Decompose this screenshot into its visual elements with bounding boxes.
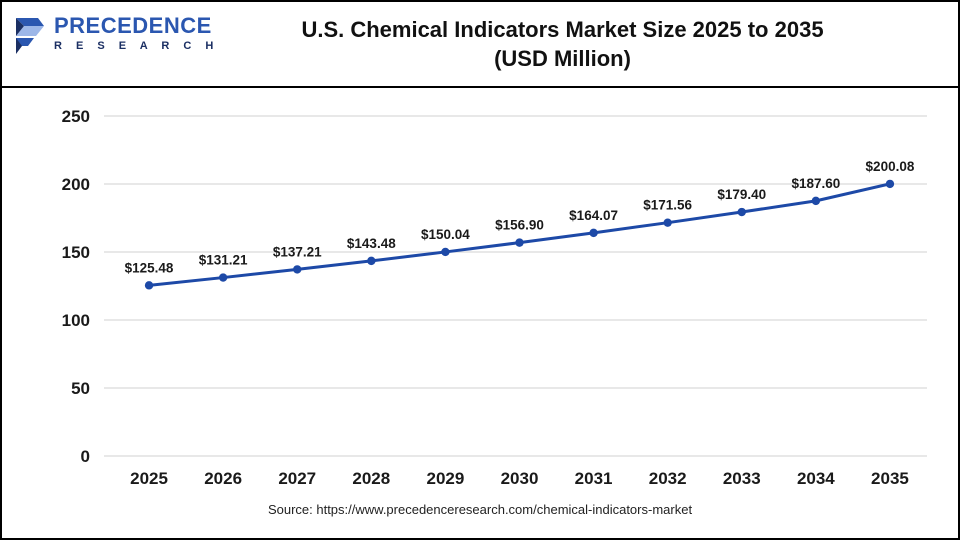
data-point-label: $137.21 (273, 244, 322, 259)
x-axis-tick-label: 2030 (501, 469, 539, 488)
chart-title-line2: (USD Million) (494, 46, 631, 71)
data-point-marker (737, 207, 746, 217)
x-axis-tick-label: 2034 (797, 469, 835, 488)
x-axis-tick-label: 2028 (352, 469, 390, 488)
data-point-label: $131.21 (199, 253, 248, 268)
y-axis-tick-label: 50 (71, 379, 90, 398)
data-point-marker (589, 228, 598, 238)
y-axis-tick-label: 100 (62, 311, 90, 330)
x-axis-tick-label: 2031 (575, 469, 613, 488)
y-axis-tick-label: 150 (62, 243, 90, 262)
data-point-label: $171.56 (643, 198, 692, 213)
data-point-marker (663, 218, 672, 227)
y-axis-tick-label: 0 (81, 447, 90, 466)
data-point-marker (811, 196, 821, 206)
data-point-marker (441, 247, 450, 257)
data-point-marker (515, 238, 524, 247)
series-line (147, 182, 892, 287)
y-axis-tick-label: 200 (62, 175, 90, 194)
data-point-label: $150.04 (421, 227, 470, 242)
data-point-marker (144, 281, 154, 290)
data-point-label: $164.07 (569, 208, 618, 223)
data-point-label: $125.48 (125, 260, 174, 275)
logo-text: PRECEDENCE R E S E A R C H (54, 14, 219, 54)
x-axis-tick-label: 2032 (649, 469, 687, 488)
data-point-marker (367, 256, 376, 266)
x-axis-tick-label: 2026 (204, 469, 242, 488)
source-text: Source: https://www.precedenceresearch.c… (267, 502, 693, 517)
data-point-marker (885, 179, 895, 189)
chart-header: PRECEDENCE R E S E A R C H U.S. Chemical… (2, 2, 958, 88)
data-point-label: $200.08 (866, 159, 915, 174)
chart-title-line1: U.S. Chemical Indicators Market Size 202… (301, 17, 824, 42)
x-axis-tick-label: 2029 (426, 469, 464, 488)
logo-icon (16, 18, 44, 54)
x-axis-tick-label: 2033 (723, 469, 761, 488)
line-chart: 0 50 100 150 200 250 2025 2026 2027 2028 2029 2030 2… (62, 107, 927, 488)
x-axis-tick-label: 2035 (871, 469, 909, 488)
x-axis-tick-label: 2027 (278, 469, 316, 488)
data-point-marker (218, 273, 228, 282)
logo-text-precedence: PRECEDENCE (54, 13, 212, 38)
y-axis-tick-label: 250 (62, 107, 90, 126)
data-point-label: $187.60 (791, 176, 840, 191)
chart-area: 0 50 100 150 200 250 2025 2026 2027 2028 2029 2030 2… (2, 88, 958, 500)
data-point-label: $179.40 (717, 187, 766, 202)
chart-title: U.S. Chemical Indicators Market Size 202… (167, 15, 958, 73)
data-point-label: $156.90 (495, 218, 544, 233)
precedence-research-logo: PRECEDENCE R E S E A R C H (14, 14, 219, 54)
x-axis-tick-label: 2025 (130, 469, 168, 488)
data-point-label: $143.48 (347, 236, 396, 251)
logo-text-research: R E S E A R C H (54, 40, 219, 52)
data-point-marker (293, 265, 302, 274)
